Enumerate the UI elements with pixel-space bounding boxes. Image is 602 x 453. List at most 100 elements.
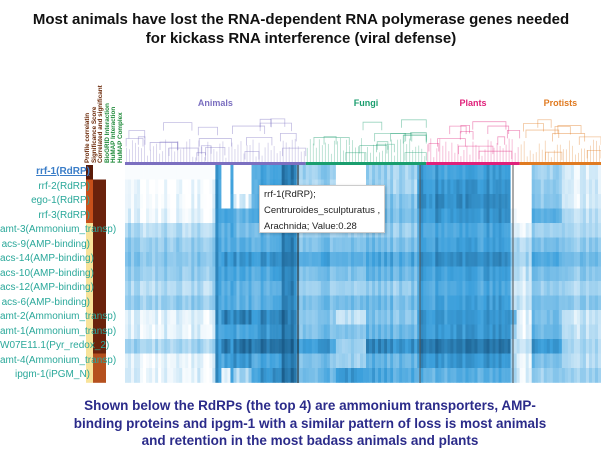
heatmap-cell [125, 295, 129, 311]
row-label[interactable]: amt-3(Ammonium_transp) [0, 224, 117, 235]
heatmap-cell [125, 368, 129, 383]
heatmap-cell [149, 324, 153, 340]
heatmap-cell [197, 266, 201, 282]
heatmap-cell [305, 165, 310, 180]
heatmap-cell [161, 266, 165, 282]
heatmap-cell [185, 281, 189, 296]
heatmap-cell [314, 310, 319, 325]
heatmap-cell [552, 353, 557, 369]
heatmap-cell [441, 179, 445, 195]
heatmap-cell [236, 281, 240, 296]
heatmap-cell [408, 266, 412, 282]
profile-correlation-cell [86, 194, 93, 209]
heatmap-cell [528, 194, 533, 209]
row-label[interactable]: W07E11.1(Pyr_redox_2) [0, 340, 110, 351]
heatmap-cell [224, 295, 228, 311]
heatmap-cell [417, 353, 421, 369]
heatmap-cell [531, 223, 536, 238]
heatmap-cell [209, 295, 213, 311]
heatmap-cell [399, 295, 403, 311]
heatmap-cell [456, 295, 460, 311]
heatmap-cell [314, 295, 319, 311]
heatmap-cell [134, 223, 138, 238]
heatmap-cell [185, 223, 189, 238]
heatmap-cell [308, 266, 313, 282]
heatmap-cell [435, 310, 439, 325]
profile-correlation-cell [86, 281, 93, 296]
heatmap-cell [218, 353, 222, 369]
heatmap-cell [525, 281, 529, 296]
heatmap-cell [194, 353, 198, 369]
heatmap-cell [209, 194, 213, 209]
row-label[interactable]: ego-1(RdRP) [31, 195, 90, 206]
heatmap-cell [471, 252, 475, 267]
heatmap-cell [405, 266, 409, 282]
heatmap-cell [402, 252, 406, 267]
heatmap-cell [194, 310, 198, 325]
row-label[interactable]: acs-10(AMP-binding) [0, 267, 94, 279]
heatmap-cell [302, 310, 307, 325]
category-label: Plants [459, 98, 487, 108]
heatmap-cell [134, 368, 138, 383]
heatmap-cell [146, 179, 150, 195]
heatmap-cell [576, 252, 581, 267]
heatmap-cell [561, 266, 566, 282]
heatmap-cell [269, 339, 273, 354]
heatmap-cell [275, 281, 279, 296]
heatmap-cell [540, 194, 545, 209]
heatmap-cell [429, 266, 433, 282]
heatmap-cell [257, 165, 261, 180]
heatmap-cell [594, 179, 599, 195]
heatmap-cell [423, 368, 427, 383]
heatmap-cell [426, 165, 430, 180]
heatmap-cell [492, 368, 496, 383]
heatmap-cell [501, 281, 505, 296]
heatmap-cell [266, 339, 270, 354]
row-label[interactable]: rrf-1(RdRP) [36, 166, 90, 177]
row-label[interactable]: amt-1(Ammonium_transp) [0, 325, 117, 337]
heatmap-cell [227, 237, 231, 253]
heatmap-cell [167, 295, 171, 311]
heatmap-cell [230, 237, 234, 253]
heatmap-cell [546, 252, 551, 267]
heatmap-cell [245, 281, 249, 296]
row-label[interactable]: amt-4(Ammonium_transp) [0, 354, 117, 366]
heatmap-cell [444, 237, 448, 253]
heatmap-cell [513, 223, 517, 238]
row-label[interactable]: rrf-2(RdRP) [38, 180, 90, 192]
heatmap-cell [221, 252, 225, 267]
slide-caption: Shown below the RdRPs (the top 4) are am… [30, 397, 590, 450]
heatmap-cell [420, 237, 424, 253]
heatmap-cell [317, 353, 322, 369]
heatmap-cell [576, 165, 581, 180]
heatmap-cell [429, 179, 433, 195]
heatmap-cell [435, 179, 439, 195]
heatmap-cell [176, 194, 180, 209]
heatmap-cell [468, 353, 472, 369]
row-label[interactable]: ipgm-1(iPGM_N) [14, 369, 90, 380]
row-label[interactable]: amt-2(Ammonium_transp) [0, 311, 117, 322]
heatmap-cell [260, 324, 264, 340]
heatmap-cell [332, 310, 337, 325]
heatmap-cell [224, 208, 228, 224]
heatmap-cell [405, 310, 409, 325]
heatmap-cell [531, 165, 536, 180]
heatmap-cell [396, 194, 400, 209]
heatmap-cell [531, 310, 536, 325]
heatmap-cell [426, 266, 430, 282]
heatmap-cell [540, 368, 545, 383]
heatmap-cell [329, 324, 334, 340]
row-label[interactable]: acs-12(AMP-binding) [0, 282, 94, 293]
heatmap-cell [459, 223, 463, 238]
heatmap-cell [426, 339, 430, 354]
heatmap-cell [155, 237, 159, 253]
heatmap-cell [257, 281, 261, 296]
heatmap-cell [468, 368, 472, 383]
row-label[interactable]: acs-6(AMP-binding) [1, 296, 90, 308]
row-label[interactable]: rrf-3(RdRP) [38, 209, 90, 221]
heatmap-cell [558, 368, 563, 383]
row-label[interactable]: acs-14(AMP-binding) [0, 253, 94, 264]
heatmap-cell [323, 266, 328, 282]
heatmap-cell [456, 179, 460, 195]
row-label[interactable]: acs-9(AMP-binding) [1, 238, 90, 250]
